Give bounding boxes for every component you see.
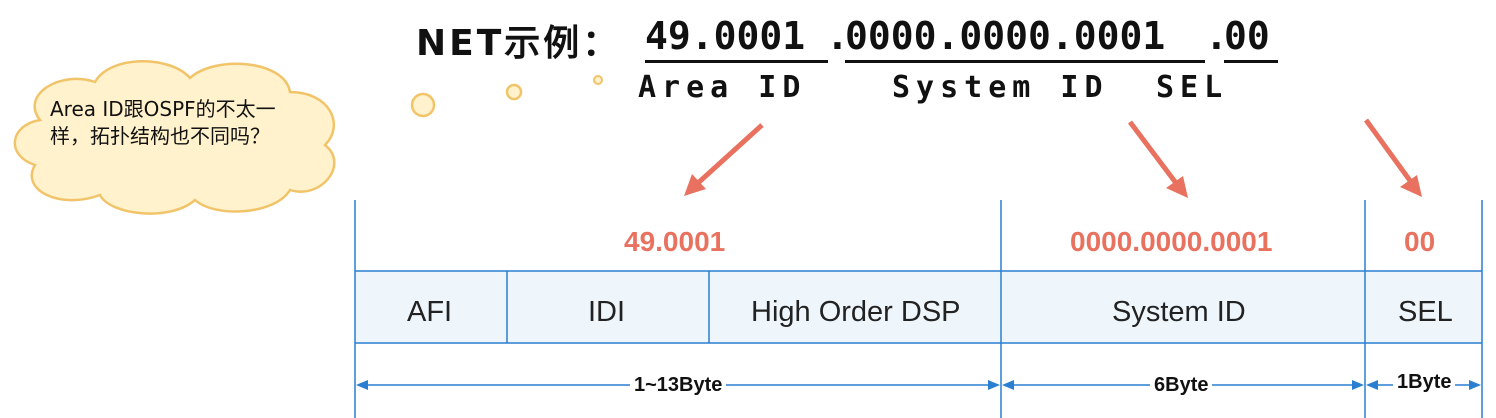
pointer-arrows bbox=[684, 118, 1422, 198]
area-id-value: 49.0001 bbox=[645, 14, 806, 58]
thought-cloud bbox=[13, 60, 603, 215]
net-title-prefix: NET示例： bbox=[416, 23, 622, 64]
arrow-sel bbox=[1363, 118, 1414, 184]
bytes-area: 1~13Byte bbox=[630, 374, 727, 397]
table-lines bbox=[354, 200, 1483, 418]
field-row-fill bbox=[355, 271, 1482, 343]
table-system-value: 0000.0000.0001 bbox=[1070, 226, 1273, 257]
arrow-system-head bbox=[1166, 176, 1188, 198]
system-id-label: System ID bbox=[892, 70, 1109, 105]
sel-label: SEL bbox=[1156, 70, 1229, 105]
sel-value: 00 bbox=[1224, 14, 1270, 58]
arrow-sel-head bbox=[1400, 175, 1422, 197]
bubble-text: Area ID跟OSPF的不太一样，拓扑结构也不同吗？ bbox=[50, 97, 276, 148]
bubble-dot-large bbox=[410, 92, 436, 118]
system-id-value: 0000.0000.0001 bbox=[845, 14, 1166, 58]
area-id-label: Area ID bbox=[638, 70, 807, 105]
table-sel-value: 00 bbox=[1404, 226, 1436, 257]
arrow-area-head bbox=[684, 174, 706, 196]
arrow-area bbox=[696, 123, 764, 185]
table-area-value: 49.0001 bbox=[624, 226, 726, 257]
separator-dot-2: . bbox=[1205, 14, 1228, 58]
system-id-underline bbox=[845, 60, 1205, 63]
cell-afi: AFI bbox=[407, 296, 453, 328]
bubble-dot-small bbox=[593, 75, 603, 85]
cell-idi: IDI bbox=[588, 296, 626, 328]
separator-dot-1: . bbox=[826, 14, 849, 58]
bytes-sel: 1Byte bbox=[1393, 371, 1456, 394]
arrow-system bbox=[1128, 120, 1178, 185]
bubble-dot-medium bbox=[505, 83, 523, 101]
cell-high-order-dsp: High Order DSP bbox=[751, 296, 961, 328]
cell-sel: SEL bbox=[1398, 296, 1453, 328]
sel-underline bbox=[1224, 60, 1278, 63]
area-id-underline bbox=[645, 60, 828, 63]
cell-system-id: System ID bbox=[1112, 296, 1246, 328]
bytes-system: 6Byte bbox=[1150, 374, 1213, 397]
